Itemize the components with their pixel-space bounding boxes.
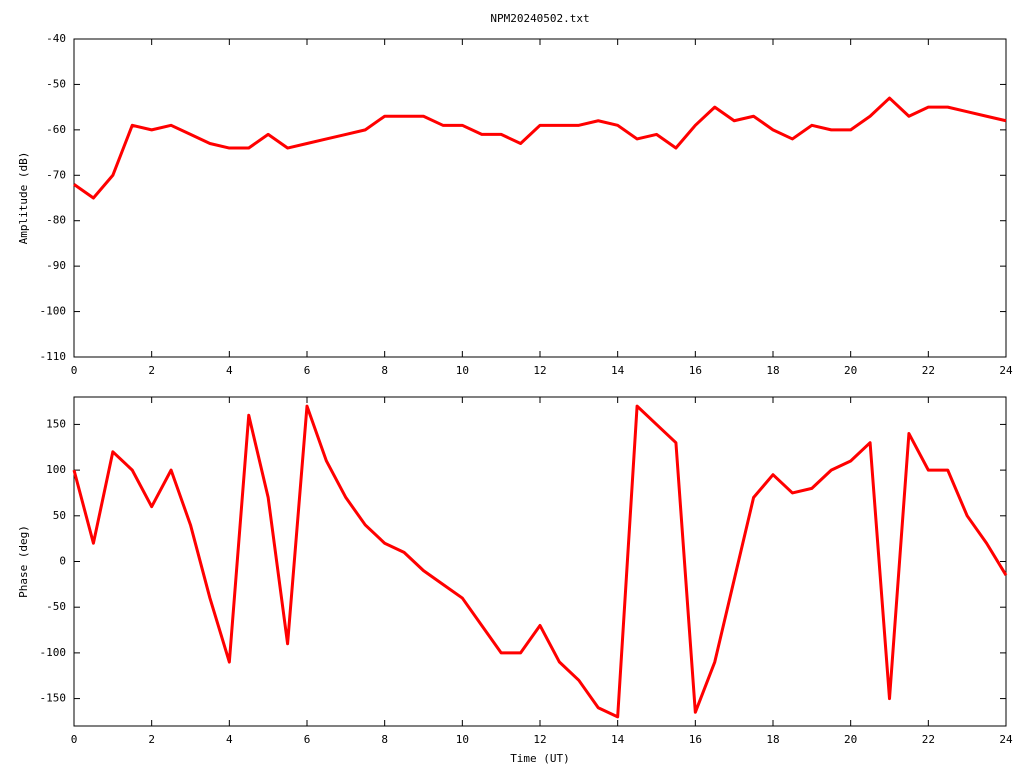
chart-title: NPM20240502.txt <box>490 12 589 25</box>
y-tick-label: -70 <box>46 168 66 181</box>
y-tick-label: -100 <box>40 305 67 318</box>
x-tick-label: 8 <box>381 733 388 746</box>
y-tick-label: 100 <box>46 463 66 476</box>
y-tick-label: -150 <box>40 692 67 705</box>
y-tick-label: -60 <box>46 123 66 136</box>
x-tick-label: 4 <box>226 733 233 746</box>
x-tick-label: 20 <box>844 733 857 746</box>
x-tick-label: 8 <box>381 364 388 377</box>
x-tick-label: 24 <box>999 364 1013 377</box>
x-tick-label: 10 <box>456 364 469 377</box>
y-tick-label: 150 <box>46 417 66 430</box>
x-tick-label: 2 <box>148 733 155 746</box>
x-tick-label: 12 <box>533 733 546 746</box>
x-tick-label: 20 <box>844 364 857 377</box>
x-tick-label: 4 <box>226 364 233 377</box>
x-tick-label: 2 <box>148 364 155 377</box>
x-tick-label: 14 <box>611 733 625 746</box>
x-tick-label: 16 <box>689 364 702 377</box>
x-tick-label: 22 <box>922 364 935 377</box>
y-tick-label: -90 <box>46 259 66 272</box>
y-axis-label: Amplitude (dB) <box>17 152 30 245</box>
data-line <box>73 96 1007 200</box>
x-tick-label: 18 <box>766 733 779 746</box>
x-tick-label: 16 <box>689 733 702 746</box>
x-tick-label: 18 <box>766 364 779 377</box>
x-axis-label: Time (UT) <box>510 752 570 765</box>
y-tick-label: -40 <box>46 32 66 45</box>
x-tick-label: 24 <box>999 733 1013 746</box>
x-tick-label: 6 <box>304 364 311 377</box>
y-axis-label: Phase (deg) <box>17 525 30 598</box>
y-tick-label: -100 <box>40 646 67 659</box>
x-tick-label: 0 <box>71 364 78 377</box>
y-tick-label: 50 <box>53 509 66 522</box>
y-tick-label: -110 <box>40 350 67 363</box>
y-tick-label: -80 <box>46 214 66 227</box>
y-tick-label: -50 <box>46 600 66 613</box>
data-line <box>72 404 1008 719</box>
x-tick-label: 22 <box>922 733 935 746</box>
y-tick-label: 0 <box>59 555 66 568</box>
plot-frame <box>73 38 1007 358</box>
y-tick-label: -50 <box>46 77 66 90</box>
x-tick-label: 12 <box>533 364 546 377</box>
x-tick-label: 6 <box>304 733 311 746</box>
x-tick-label: 14 <box>611 364 625 377</box>
x-tick-label: 10 <box>456 733 469 746</box>
x-tick-label: 0 <box>71 733 78 746</box>
